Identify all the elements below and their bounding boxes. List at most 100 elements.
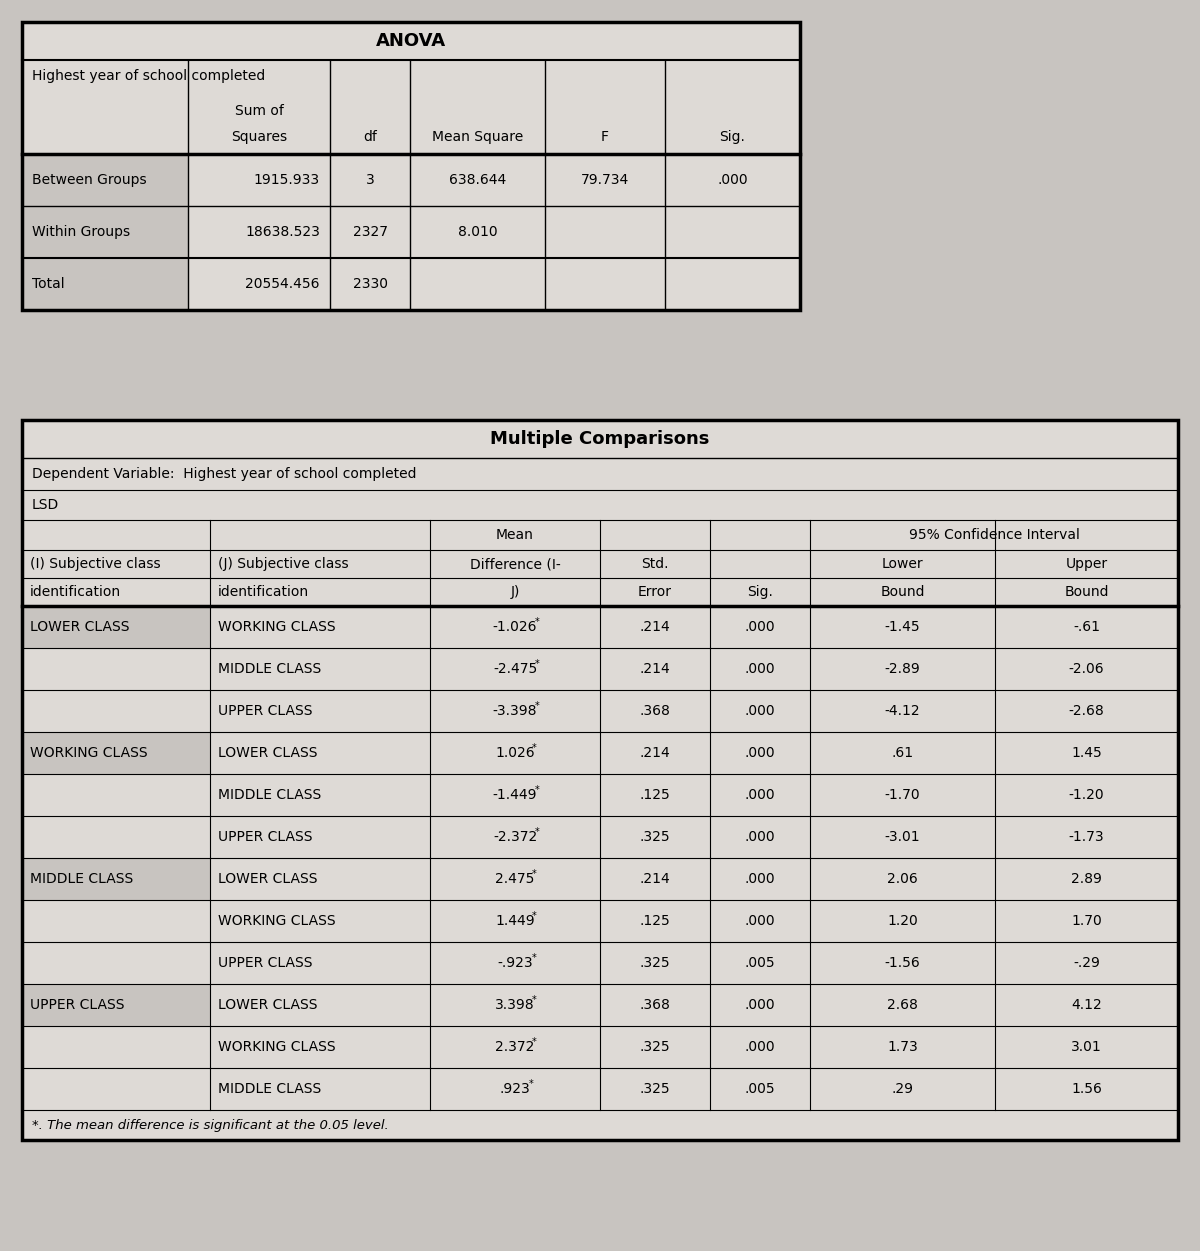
Text: 79.734: 79.734 bbox=[581, 173, 629, 186]
Text: 3.01: 3.01 bbox=[1072, 1040, 1102, 1055]
Text: Mean Square: Mean Square bbox=[432, 130, 523, 144]
Text: MIDDLE CLASS: MIDDLE CLASS bbox=[218, 788, 322, 802]
Text: LOWER CLASS: LOWER CLASS bbox=[30, 620, 130, 634]
Text: identification: identification bbox=[30, 585, 121, 599]
Text: *: * bbox=[535, 659, 540, 669]
Text: 1.449: 1.449 bbox=[496, 914, 535, 928]
Text: *: * bbox=[532, 911, 536, 921]
Text: -1.45: -1.45 bbox=[884, 620, 920, 634]
Text: .000: .000 bbox=[745, 662, 775, 676]
Text: MIDDLE CLASS: MIDDLE CLASS bbox=[30, 872, 133, 886]
Text: 2.06: 2.06 bbox=[887, 872, 918, 886]
Text: Std.: Std. bbox=[641, 557, 668, 570]
Text: 20554.456: 20554.456 bbox=[246, 276, 320, 291]
Bar bbox=[22, 420, 1178, 1140]
Bar bbox=[22, 420, 1178, 1140]
Text: Sig.: Sig. bbox=[748, 585, 773, 599]
Text: 3.398: 3.398 bbox=[496, 998, 535, 1012]
Text: Multiple Comparisons: Multiple Comparisons bbox=[491, 430, 709, 448]
Text: .000: .000 bbox=[745, 620, 775, 634]
Text: .61: .61 bbox=[892, 746, 913, 761]
Text: 2.475: 2.475 bbox=[496, 872, 535, 886]
Text: *: * bbox=[532, 743, 536, 753]
Text: .000: .000 bbox=[745, 998, 775, 1012]
Text: .000: .000 bbox=[718, 173, 748, 186]
Text: *: * bbox=[535, 701, 540, 711]
Text: 1915.933: 1915.933 bbox=[254, 173, 320, 186]
Bar bbox=[22, 23, 800, 310]
Text: Error: Error bbox=[638, 585, 672, 599]
Text: UPPER CLASS: UPPER CLASS bbox=[218, 829, 312, 844]
Text: LOWER CLASS: LOWER CLASS bbox=[218, 746, 318, 761]
Text: .325: .325 bbox=[640, 1040, 671, 1055]
Text: Upper: Upper bbox=[1066, 557, 1108, 570]
Text: *: * bbox=[535, 784, 540, 794]
Text: -2.68: -2.68 bbox=[1069, 704, 1104, 718]
Text: Within Groups: Within Groups bbox=[32, 225, 130, 239]
Text: .29: .29 bbox=[892, 1082, 913, 1096]
Text: .214: .214 bbox=[640, 620, 671, 634]
Text: .368: .368 bbox=[640, 998, 671, 1012]
Text: .000: .000 bbox=[745, 914, 775, 928]
Text: *: * bbox=[535, 827, 540, 837]
Text: -2.475: -2.475 bbox=[493, 662, 538, 676]
Text: UPPER CLASS: UPPER CLASS bbox=[30, 998, 125, 1012]
Text: 1.20: 1.20 bbox=[887, 914, 918, 928]
Bar bbox=[22, 154, 188, 206]
Text: -2.89: -2.89 bbox=[884, 662, 920, 676]
Bar bbox=[22, 206, 188, 258]
Text: 8.010: 8.010 bbox=[457, 225, 497, 239]
Text: .000: .000 bbox=[745, 788, 775, 802]
Text: 18638.523: 18638.523 bbox=[245, 225, 320, 239]
Text: Sig.: Sig. bbox=[720, 130, 745, 144]
Text: 2.372: 2.372 bbox=[496, 1040, 535, 1055]
Text: *. The mean difference is significant at the 0.05 level.: *. The mean difference is significant at… bbox=[32, 1118, 389, 1131]
Text: Sum of: Sum of bbox=[234, 104, 283, 118]
Text: WORKING CLASS: WORKING CLASS bbox=[218, 914, 336, 928]
Text: -1.449: -1.449 bbox=[493, 788, 538, 802]
Text: identification: identification bbox=[218, 585, 310, 599]
Text: -.923: -.923 bbox=[497, 956, 533, 970]
Text: (J) Subjective class: (J) Subjective class bbox=[218, 557, 349, 570]
Text: -1.56: -1.56 bbox=[884, 956, 920, 970]
Text: -3.398: -3.398 bbox=[493, 704, 538, 718]
Text: *: * bbox=[529, 1080, 534, 1090]
Text: .214: .214 bbox=[640, 662, 671, 676]
Text: UPPER CLASS: UPPER CLASS bbox=[218, 704, 312, 718]
Text: .005: .005 bbox=[745, 1082, 775, 1096]
Text: *: * bbox=[532, 995, 536, 1005]
Text: -1.73: -1.73 bbox=[1069, 829, 1104, 844]
Text: .000: .000 bbox=[745, 704, 775, 718]
Bar bbox=[22, 605, 210, 648]
Text: .325: .325 bbox=[640, 956, 671, 970]
Text: -.29: -.29 bbox=[1073, 956, 1100, 970]
Text: -1.026: -1.026 bbox=[493, 620, 538, 634]
Text: Between Groups: Between Groups bbox=[32, 173, 146, 186]
Text: Dependent Variable:  Highest year of school completed: Dependent Variable: Highest year of scho… bbox=[32, 467, 416, 480]
Text: Bound: Bound bbox=[881, 585, 925, 599]
Text: LOWER CLASS: LOWER CLASS bbox=[218, 998, 318, 1012]
Bar bbox=[22, 858, 210, 899]
Bar bbox=[22, 985, 210, 1026]
Text: Squares: Squares bbox=[230, 130, 287, 144]
Bar bbox=[22, 258, 188, 310]
Text: .214: .214 bbox=[640, 746, 671, 761]
Text: -1.70: -1.70 bbox=[884, 788, 920, 802]
Text: -2.372: -2.372 bbox=[493, 829, 538, 844]
Bar bbox=[22, 23, 800, 60]
Text: Total: Total bbox=[32, 276, 65, 291]
Text: 2330: 2330 bbox=[353, 276, 388, 291]
Text: LOWER CLASS: LOWER CLASS bbox=[218, 872, 318, 886]
Text: WORKING CLASS: WORKING CLASS bbox=[30, 746, 148, 761]
Text: .000: .000 bbox=[745, 872, 775, 886]
Text: 4.12: 4.12 bbox=[1072, 998, 1102, 1012]
Text: -4.12: -4.12 bbox=[884, 704, 920, 718]
Text: *: * bbox=[532, 953, 536, 963]
Text: 1.026: 1.026 bbox=[496, 746, 535, 761]
Text: -3.01: -3.01 bbox=[884, 829, 920, 844]
Text: .000: .000 bbox=[745, 746, 775, 761]
Text: F: F bbox=[601, 130, 610, 144]
Text: LSD: LSD bbox=[32, 498, 59, 512]
Text: 1.73: 1.73 bbox=[887, 1040, 918, 1055]
Text: .000: .000 bbox=[745, 829, 775, 844]
